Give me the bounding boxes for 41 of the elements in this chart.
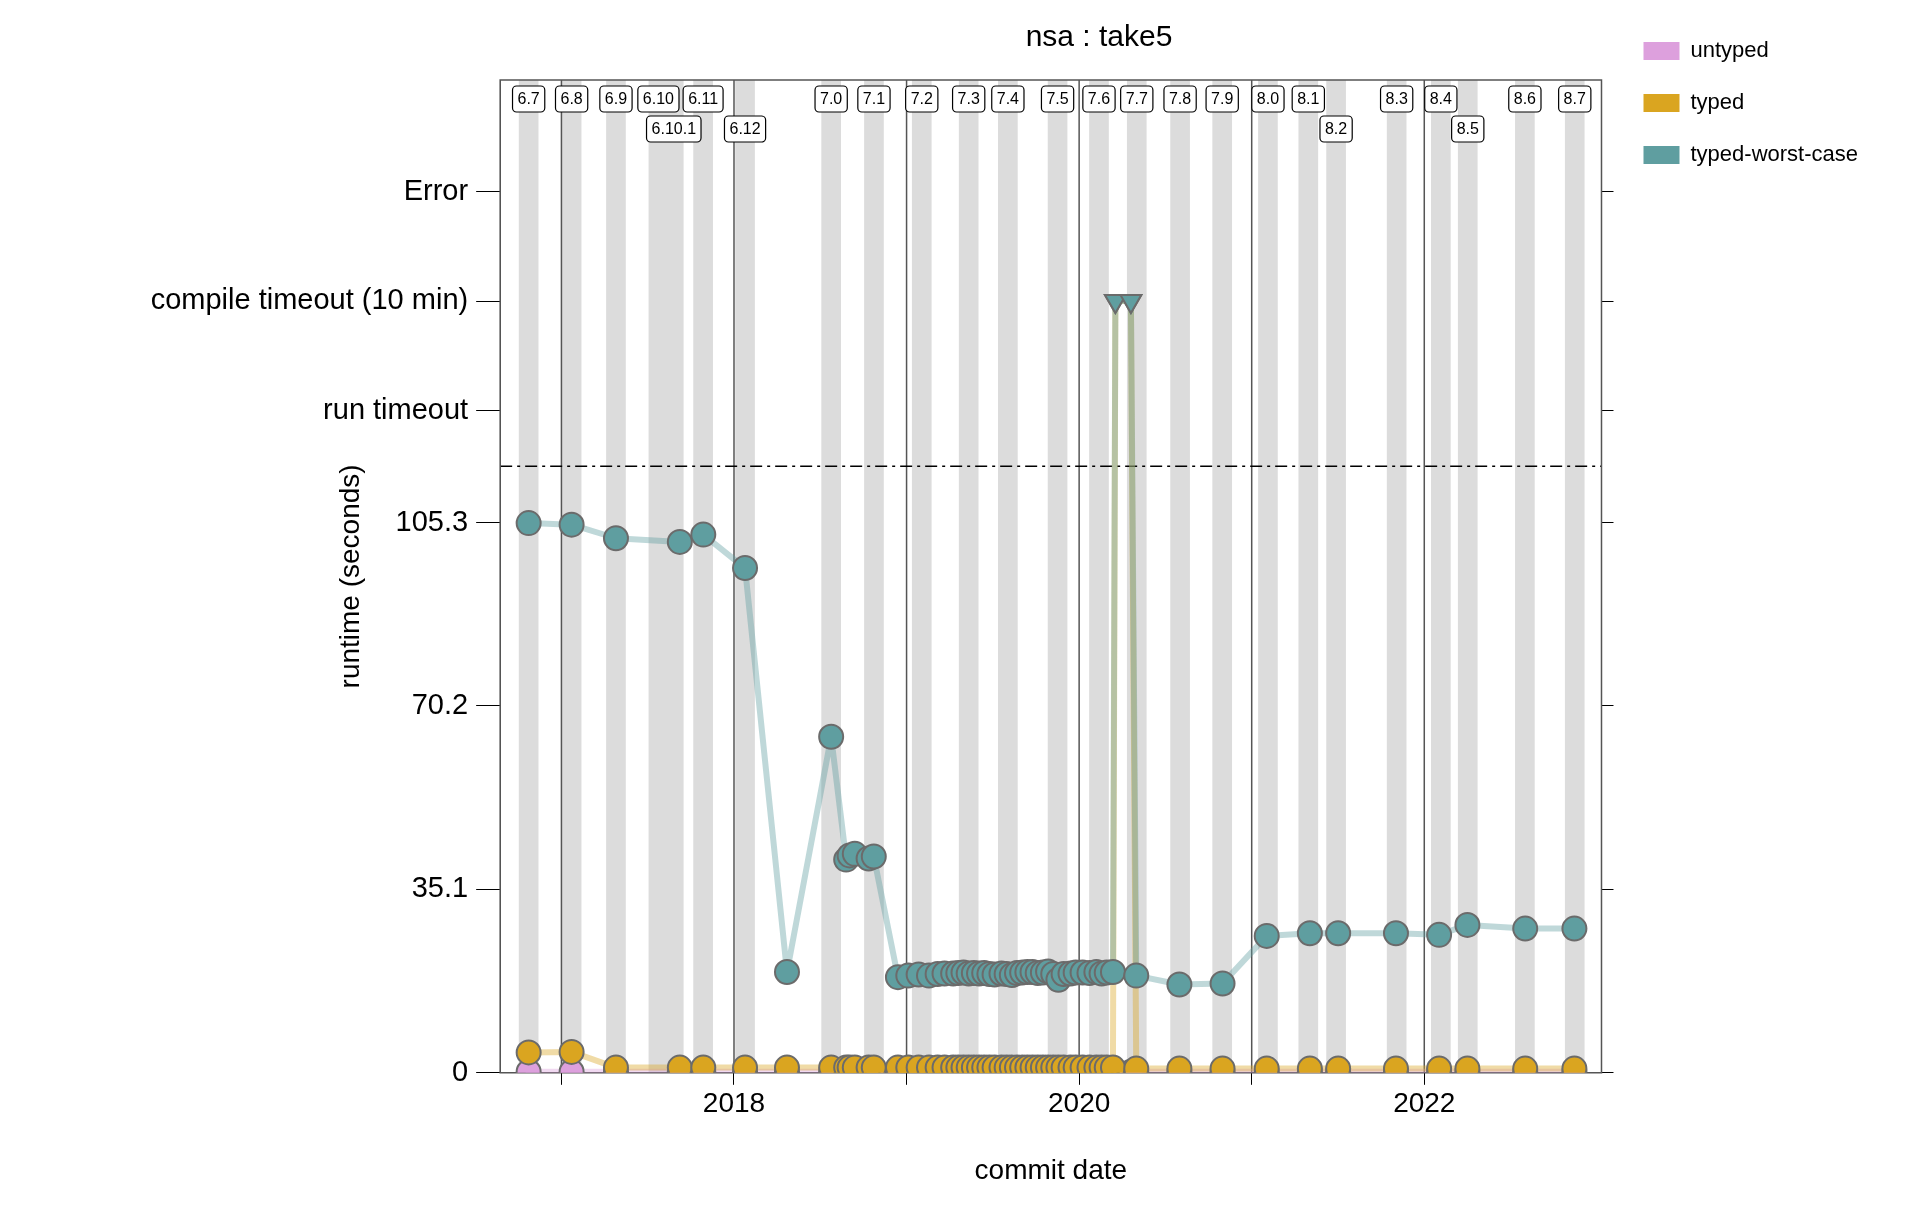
band-label: 8.5	[1456, 120, 1479, 138]
legend-label: typed	[1690, 89, 1745, 115]
band-label: 6.10	[642, 90, 675, 108]
band-label: 7.1	[862, 90, 886, 108]
band-label: 8.7	[1563, 90, 1586, 108]
band-label: 7.6	[1087, 90, 1111, 108]
legend-label: untyped	[1690, 37, 1769, 63]
x-tick-label: 2020	[1047, 1087, 1111, 1119]
band-label: 7.7	[1125, 90, 1148, 108]
band-label: 7.5	[1046, 90, 1069, 108]
legend-label: typed-worst-case	[1690, 141, 1859, 167]
band-label: 8.4	[1429, 90, 1453, 108]
y-tick-label: 105.3	[395, 504, 469, 537]
band-label: 7.9	[1211, 90, 1234, 108]
x-tick-label: 2018	[702, 1087, 766, 1119]
band-label: 6.7	[517, 90, 540, 108]
band-label: 7.8	[1168, 90, 1192, 108]
band-label: 7.0	[820, 90, 843, 108]
y-tick-label: 0	[452, 1054, 469, 1087]
text: run timeout	[323, 392, 469, 425]
y-tick-label: 35.1	[411, 871, 469, 904]
band-label: 6.8	[560, 90, 583, 108]
y-axis-title: runtime (seconds)	[333, 464, 365, 689]
band-label: 8.6	[1513, 90, 1537, 108]
band-label: 7.2	[910, 90, 933, 108]
band-label: 8.1	[1297, 90, 1320, 108]
band-label: 8.0	[1256, 90, 1280, 108]
text: Error	[403, 173, 469, 206]
band-label: 8.2	[1324, 120, 1348, 138]
y-tick-label: 70.2	[411, 687, 469, 720]
x-tick-label: 2022	[1393, 1087, 1456, 1119]
band-label: 6.12	[729, 120, 761, 138]
band-label: 6.10.1	[651, 120, 697, 138]
band-label: 6.9	[604, 90, 628, 108]
band-label: 7.4	[996, 90, 1020, 108]
band-label: 6.11	[688, 90, 719, 108]
text: compile timeout (10 min)	[150, 283, 469, 316]
band-label: 8.3	[1385, 90, 1408, 108]
x-axis-title: commit date	[974, 1153, 1128, 1185]
chart-title: nsa : take5	[1025, 19, 1173, 53]
band-label: 7.3	[957, 90, 980, 108]
